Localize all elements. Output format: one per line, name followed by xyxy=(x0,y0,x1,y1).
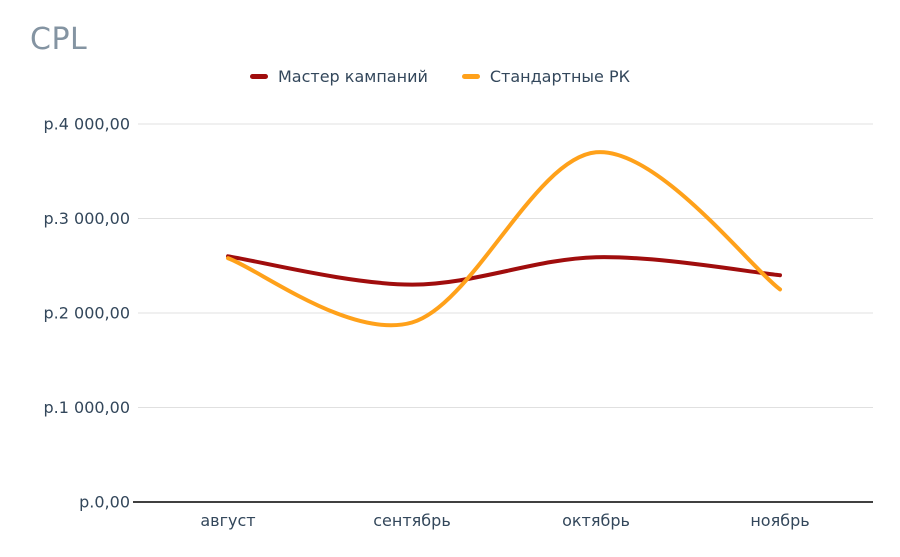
x-tick-label-november: ноябрь xyxy=(750,511,809,530)
legend-item-standartnye-rk[interactable]: Стандартные РК xyxy=(461,66,630,86)
legend-label: Стандартные РК xyxy=(489,66,630,86)
y-tick-label: р.0,00 xyxy=(79,493,130,512)
legend-dash-icon xyxy=(461,73,480,79)
series-line-master-kampaniy xyxy=(226,254,782,287)
series-line-standartnye-rk xyxy=(226,150,782,328)
legend-label: Мастер кампаний xyxy=(277,66,428,86)
legend-dash-icon xyxy=(249,73,268,79)
y-tick-label: р.3 000,00 xyxy=(44,209,131,228)
chart-title: CPL xyxy=(30,22,88,57)
y-tick-label: р.1 000,00 xyxy=(44,398,131,417)
x-tick-label-september: сентябрь xyxy=(373,511,451,530)
legend: Мастер кампаний Стандартные РК xyxy=(0,64,880,88)
y-tick-label: р.2 000,00 xyxy=(44,304,131,323)
legend-item-master-kampaniy[interactable]: Мастер кампаний xyxy=(249,66,428,86)
y-tick-label: р.4 000,00 xyxy=(44,115,131,134)
x-tick-label-october: октябрь xyxy=(562,511,630,530)
x-tick-label-august: август xyxy=(200,511,255,530)
